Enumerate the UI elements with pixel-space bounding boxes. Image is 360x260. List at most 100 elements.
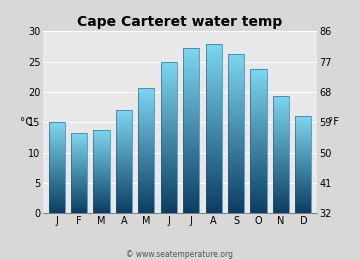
Bar <box>138 159 154 160</box>
Bar <box>228 77 244 78</box>
Bar <box>228 91 244 92</box>
Bar <box>183 211 199 212</box>
Bar <box>116 177 132 178</box>
Bar <box>206 155 222 156</box>
Bar <box>183 113 199 114</box>
Bar <box>94 143 109 144</box>
Bar <box>273 192 289 193</box>
Bar <box>183 61 199 62</box>
Bar <box>183 98 199 99</box>
Bar <box>138 89 154 90</box>
Bar <box>295 145 311 146</box>
Bar <box>71 206 87 207</box>
Bar <box>116 162 132 163</box>
Bar <box>273 102 289 103</box>
Bar <box>228 129 244 130</box>
Bar <box>94 189 109 190</box>
Bar <box>228 165 244 166</box>
Bar <box>161 192 177 193</box>
Bar <box>183 185 199 186</box>
Bar <box>228 76 244 77</box>
Bar <box>116 142 132 143</box>
Bar <box>183 84 199 85</box>
Bar <box>161 131 177 132</box>
Bar <box>116 146 132 147</box>
Bar <box>295 172 311 173</box>
Bar <box>206 90 222 91</box>
Bar <box>161 206 177 207</box>
Bar <box>49 205 65 206</box>
Bar <box>71 154 87 155</box>
Bar <box>183 129 199 130</box>
Bar <box>94 205 109 206</box>
Bar <box>251 87 266 88</box>
Bar <box>116 178 132 179</box>
Bar <box>138 114 154 115</box>
Bar <box>251 135 266 136</box>
Bar <box>206 205 222 206</box>
Bar <box>49 128 65 129</box>
Bar <box>138 150 154 151</box>
Bar <box>206 94 222 95</box>
Bar <box>251 212 266 213</box>
Bar <box>228 185 244 186</box>
Bar <box>251 97 266 98</box>
Bar <box>71 160 87 161</box>
Bar <box>161 155 177 156</box>
Bar <box>273 188 289 189</box>
Bar <box>228 154 244 155</box>
Bar <box>206 74 222 75</box>
Bar <box>161 212 177 213</box>
Bar <box>49 200 65 201</box>
Bar <box>273 157 289 158</box>
Bar <box>161 112 177 113</box>
Bar <box>206 116 222 117</box>
Bar <box>206 187 222 188</box>
Bar <box>94 210 109 211</box>
Bar <box>138 185 154 186</box>
Bar <box>161 121 177 122</box>
Bar <box>71 183 87 184</box>
Bar <box>273 195 289 196</box>
Bar <box>228 158 244 159</box>
Bar <box>138 143 154 144</box>
Bar <box>273 151 289 152</box>
Bar <box>71 162 87 163</box>
Bar <box>116 158 132 159</box>
Bar <box>273 164 289 165</box>
Bar <box>228 124 244 125</box>
Bar <box>206 153 222 154</box>
Bar <box>228 120 244 121</box>
Bar <box>206 102 222 103</box>
Bar <box>116 210 132 211</box>
Bar <box>71 156 87 157</box>
Bar <box>295 126 311 127</box>
Bar <box>94 203 109 204</box>
Bar <box>138 136 154 137</box>
Bar <box>183 183 199 184</box>
Bar <box>228 123 244 124</box>
Bar <box>94 172 109 173</box>
Bar <box>183 198 199 199</box>
Bar <box>295 207 311 208</box>
Bar <box>251 198 266 199</box>
Bar <box>183 176 199 177</box>
Bar <box>228 160 244 161</box>
Bar <box>161 187 177 188</box>
Bar <box>251 89 266 90</box>
Bar <box>161 69 177 70</box>
Bar <box>183 148 199 149</box>
Bar <box>116 128 132 129</box>
Bar <box>295 193 311 194</box>
Bar <box>138 136 154 137</box>
Bar <box>228 78 244 79</box>
Bar <box>251 210 266 211</box>
Bar <box>273 194 289 195</box>
Bar <box>183 137 199 138</box>
Bar <box>161 138 177 139</box>
Bar <box>183 102 199 103</box>
Bar <box>116 112 132 113</box>
Bar <box>206 175 222 176</box>
Bar <box>94 164 109 165</box>
Bar <box>295 131 311 132</box>
